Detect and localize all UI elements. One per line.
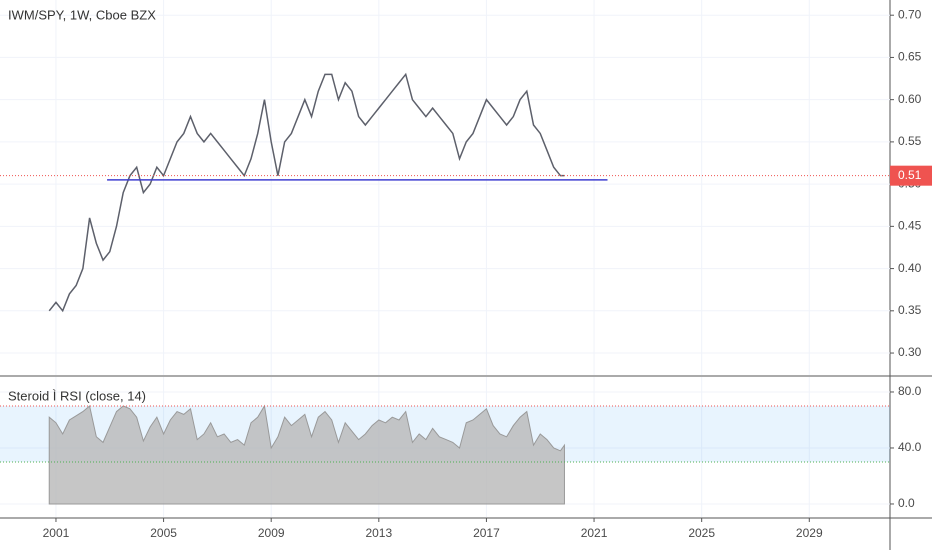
price-line xyxy=(48,72,565,313)
y-tick-label: 40.0 xyxy=(898,440,922,454)
current-price-label: 0.51 xyxy=(898,168,922,182)
x-tick-label: 2029 xyxy=(796,526,823,540)
y-tick-label: 0.70 xyxy=(898,7,922,21)
x-tick-label: 2013 xyxy=(365,526,392,540)
y-tick-label: 0.35 xyxy=(898,303,922,317)
y-tick-label: 0.60 xyxy=(898,92,922,106)
indicator-title: Steroid Ì RSI (close, 14) xyxy=(8,388,146,403)
x-tick-label: 2005 xyxy=(150,526,177,540)
x-tick-label: 2017 xyxy=(473,526,500,540)
x-tick-label: 2025 xyxy=(688,526,715,540)
x-tick-label: 2001 xyxy=(43,526,70,540)
y-tick-label: 0.55 xyxy=(898,134,922,148)
y-tick-label: 0.30 xyxy=(898,345,922,359)
y-tick-label: 0.40 xyxy=(898,261,922,275)
x-tick-label: 2021 xyxy=(581,526,608,540)
chart-title: IWM/SPY, 1W, Cboe BZX xyxy=(8,7,156,22)
x-tick-label: 2009 xyxy=(258,526,285,540)
y-tick-label: 0.0 xyxy=(898,496,915,510)
y-tick-label: 0.65 xyxy=(898,50,922,64)
y-tick-label: 0.45 xyxy=(898,219,922,233)
y-tick-label: 80.0 xyxy=(898,384,922,398)
current-price-tag xyxy=(890,165,932,186)
rsi-area xyxy=(48,404,565,505)
